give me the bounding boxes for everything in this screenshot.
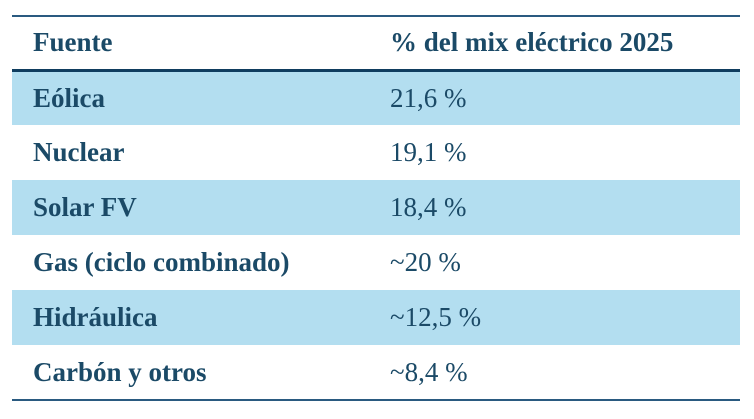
table-row: Gas (ciclo combinado) ~20 % — [12, 235, 740, 290]
energy-mix-table: Fuente % del mix eléctrico 2025 Eólica 2… — [12, 15, 740, 401]
value-cell: 18,4 % — [390, 192, 467, 222]
table-row: Carbón y otros ~8,4 % — [12, 345, 740, 400]
table-row: Solar FV 18,4 % — [12, 180, 740, 235]
column-header-percent-mix: % del mix eléctrico 2025 — [390, 27, 674, 58]
value-cell: ~12,5 % — [390, 302, 482, 332]
value-cell: 21,6 % — [390, 82, 467, 113]
table-row: Eólica 21,6 % — [12, 70, 740, 125]
energy-mix-table-container: Fuente % del mix eléctrico 2025 Eólica 2… — [12, 15, 740, 401]
header-row: Fuente % del mix eléctrico 2025 — [12, 16, 740, 70]
value-cell: 19,1 % — [390, 137, 467, 167]
table-row: Hidráulica ~12,5 % — [12, 290, 740, 345]
column-header-fuente: Fuente — [33, 27, 113, 58]
source-cell: Eólica — [33, 82, 105, 113]
table-row: Nuclear 19,1 % — [12, 125, 740, 180]
source-cell: Carbón y otros — [33, 356, 207, 387]
source-cell: Nuclear — [33, 137, 125, 167]
source-cell: Solar FV — [33, 192, 137, 222]
source-cell: Gas (ciclo combinado) — [33, 247, 290, 277]
source-cell: Hidráulica — [33, 302, 158, 332]
value-cell: ~20 % — [390, 247, 461, 277]
value-cell: ~8,4 % — [390, 356, 468, 387]
table-header: Fuente % del mix eléctrico 2025 — [12, 16, 740, 70]
table-body: Eólica 21,6 % Nuclear 19,1 % Solar FV 18… — [12, 70, 740, 400]
